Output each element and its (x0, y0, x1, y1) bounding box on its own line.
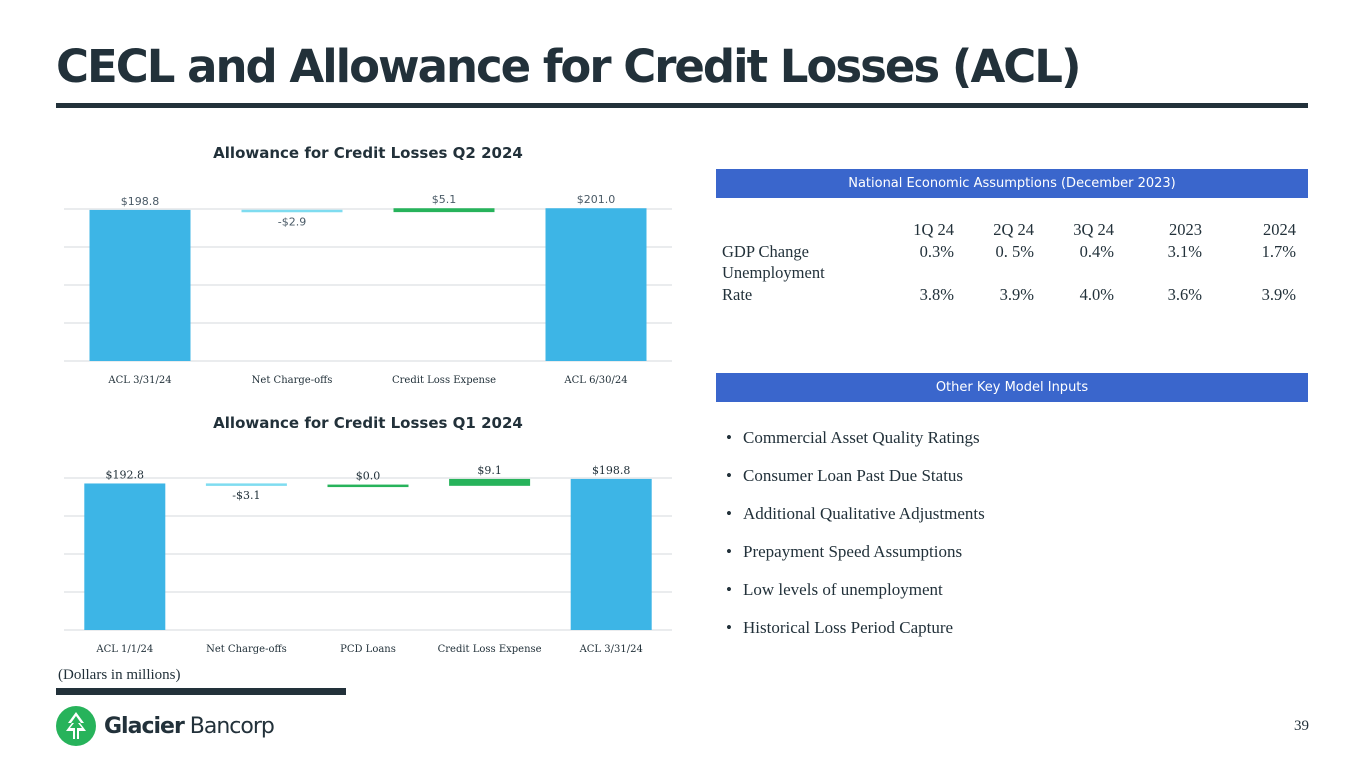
footnote: (Dollars in millions) (58, 667, 181, 683)
list-item-text: Additional Qualitative Adjustments (743, 504, 985, 523)
row-label-line: Unemployment (722, 263, 825, 282)
data-label: $201.0 (577, 193, 616, 206)
column-header: 2Q 24 (993, 220, 1034, 239)
row-label-line: Rate (722, 284, 753, 304)
bullet: • (726, 542, 732, 561)
company-logo: Glacier Bancorp (56, 706, 275, 746)
logo-word-bancorp: Bancorp (183, 713, 275, 739)
list-item-text: Historical Loss Period Capture (743, 618, 954, 637)
bullet: • (726, 428, 732, 447)
data-label: $5.1 (432, 193, 457, 206)
table-cell: 3.8% (919, 284, 954, 304)
data-label: -$2.9 (278, 215, 306, 228)
list-item: • Historical Loss Period Capture (726, 618, 985, 656)
table-cell: 4.0% (1079, 284, 1114, 304)
glacier-trees-icon (56, 706, 96, 746)
x-tick-label: Credit Loss Expense (438, 644, 542, 655)
column-header: 2023 (1169, 220, 1202, 239)
logo-wordmark: Glacier Bancorp (104, 713, 275, 739)
table-header-row: 1Q 24 2Q 24 3Q 24 2023 2024 (716, 219, 1296, 241)
data-label: $198.8 (592, 464, 631, 477)
economic-assumptions-header: National Economic Assumptions (December … (716, 169, 1308, 198)
column-header: 3Q 24 (1073, 220, 1114, 239)
data-label: -$3.1 (232, 489, 260, 502)
list-item-text: Prepayment Speed Assumptions (743, 542, 963, 561)
list-item-text: Commercial Asset Quality Ratings (743, 428, 980, 447)
x-tick-label: ACL 6/30/24 (563, 375, 627, 386)
table-cell: 3.9% (999, 284, 1034, 304)
row-label: GDP Change (722, 241, 809, 261)
list-item: • Consumer Loan Past Due Status (726, 466, 985, 504)
economic-assumptions-table: 1Q 24 2Q 24 3Q 24 2023 2024 GDP Change 0… (716, 219, 1296, 305)
row-label: Unemployment Rate (716, 262, 846, 305)
x-tick-label: Credit Loss Expense (392, 375, 496, 386)
bar-total (545, 208, 647, 361)
model-inputs-header: Other Key Model Inputs (716, 373, 1308, 402)
list-item: • Low levels of unemployment (726, 580, 985, 618)
chart-title: Allowance for Credit Losses Q1 2024 (213, 414, 523, 432)
bar-increase (449, 478, 531, 486)
table-cell: 0.4% (1079, 241, 1114, 261)
data-label: $0.0 (356, 470, 381, 483)
list-item: • Prepayment Speed Assumptions (726, 542, 985, 580)
bar-decrease (205, 483, 287, 486)
title-underline (56, 103, 1308, 108)
table-cell: 0.3% (919, 241, 954, 261)
data-label: $192.8 (106, 468, 145, 481)
bar-total (84, 483, 166, 630)
chart-title: Allowance for Credit Losses Q2 2024 (213, 144, 523, 162)
x-tick-label: Net Charge-offs (252, 375, 333, 386)
logo-word-glacier: Glacier (104, 713, 185, 739)
x-tick-label: ACL 3/31/24 (579, 644, 643, 655)
x-tick-label: ACL 1/1/24 (95, 644, 153, 655)
bullet: • (726, 618, 732, 637)
table-cell: 3.9% (1261, 284, 1296, 304)
data-label: $9.1 (477, 464, 502, 477)
list-item: • Additional Qualitative Adjustments (726, 504, 985, 542)
bullet: • (726, 580, 732, 599)
bar-increase (327, 484, 409, 488)
bullet: • (726, 504, 732, 523)
page-title: CECL and Allowance for Credit Losses (AC… (56, 40, 1082, 93)
x-tick-label: ACL 3/31/24 (107, 375, 171, 386)
bar-decrease (241, 209, 343, 213)
bar-total (89, 209, 191, 361)
table-cell: 3.1% (1167, 241, 1202, 261)
data-label: $198.8 (121, 195, 160, 208)
table-corner (716, 219, 846, 241)
table-cell: 0. 5% (995, 241, 1035, 261)
bullet: • (726, 466, 732, 485)
bar-total (570, 478, 652, 630)
x-tick-label: PCD Loans (340, 644, 396, 655)
table-row: Unemployment Rate 3.8% 3.9% 4.0% 3.6% 3.… (716, 262, 1296, 305)
list-item-text: Low levels of unemployment (743, 580, 943, 599)
bar-increase (393, 208, 495, 213)
footnote-rule (56, 688, 346, 695)
model-inputs-list: • Commercial Asset Quality Ratings • Consu… (726, 428, 985, 656)
acl-q2-2024-chart: Allowance for Credit Losses Q2 2024 $198… (64, 144, 672, 386)
column-header: 1Q 24 (913, 220, 954, 239)
list-item-text: Consumer Loan Past Due Status (743, 466, 964, 485)
x-tick-label: Net Charge-offs (206, 644, 287, 655)
table-cell: 1.7% (1261, 241, 1296, 261)
acl-q1-2024-chart: Allowance for Credit Losses Q1 2024 $192… (64, 414, 672, 655)
page-number: 39 (1294, 718, 1309, 734)
list-item: • Commercial Asset Quality Ratings (726, 428, 985, 466)
table-row: GDP Change 0.3% 0. 5% 0.4% 3.1% 1.7% (716, 241, 1296, 263)
table-cell: 3.6% (1167, 284, 1202, 304)
column-header: 2024 (1263, 220, 1296, 239)
chart-gridlines (64, 477, 672, 631)
